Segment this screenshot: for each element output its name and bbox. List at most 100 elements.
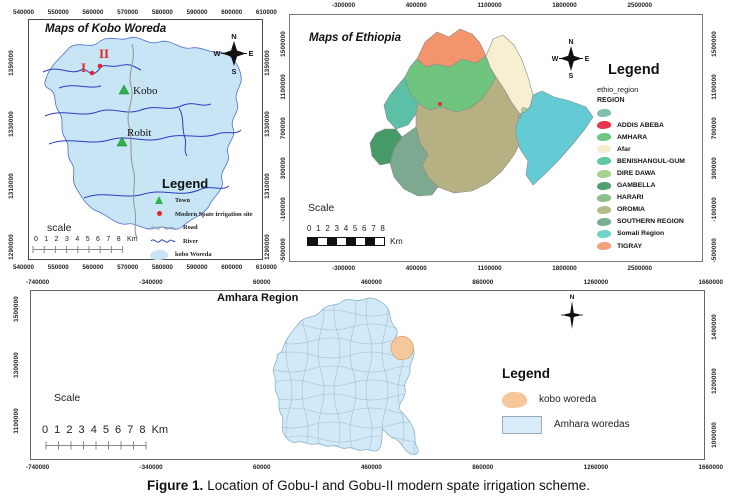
ethiopia-map-frame — [289, 14, 703, 262]
site-label-II: II — [99, 46, 109, 61]
irrigation-site-dot-2 — [97, 63, 103, 69]
ethiopia-x-axis-top: -300000 400000 1100000 1800000 2500000 — [332, 2, 652, 9]
legend-label: DIRE DAWA — [617, 170, 656, 178]
svg-text:W: W — [552, 56, 559, 63]
amhara-legend-title: Legend — [502, 366, 551, 381]
axis-tick-label: 860000 — [472, 279, 494, 286]
svg-text:W: W — [213, 49, 221, 58]
kobo-town-label: Kobo — [133, 85, 158, 97]
legend-item: BENISHANGUL-GUM — [597, 155, 709, 167]
kobo-legend-title: Legend — [162, 176, 209, 191]
axis-tick-label: 1290000 — [7, 234, 15, 260]
axis-tick-label: 560000 — [82, 264, 104, 271]
axis-tick-label: 570000 — [117, 9, 139, 16]
amhara-y-axis-left: 1500000 1300000 1100000 — [10, 296, 22, 434]
kobo-woreda-legend-swatch — [502, 391, 527, 408]
amhara-compass-rose: N — [561, 294, 583, 329]
axis-tick-label: 540000 — [13, 9, 35, 16]
kobo-scale-bar — [32, 246, 124, 253]
svg-text:N: N — [570, 294, 575, 301]
legend-swatch — [597, 157, 611, 166]
legend-label: HARARI — [617, 194, 644, 202]
axis-tick-label: 400000 — [405, 2, 427, 9]
axis-tick-label: 1500000 — [12, 296, 20, 322]
region-gambella — [369, 128, 403, 166]
axis-tick-label: 2500000 — [627, 265, 652, 272]
legend-label: River — [183, 237, 199, 245]
axis-tick-label: -100000 — [279, 196, 287, 222]
town-legend-icon — [155, 195, 163, 204]
legend-label: ADDIS ABEBA — [617, 121, 664, 129]
kobo-legend: Legend Town Modern Spate irrigation site… — [150, 176, 262, 262]
amhara-map-frame — [30, 290, 705, 460]
kobo-scale-numbers: 0 1 2 3 4 5 6 7 8 Km — [34, 236, 138, 243]
kobo-x-axis-top: 540000 550000 560000 570000 580000 590000 6000… — [13, 9, 277, 16]
axis-tick-label: -340000 — [139, 279, 163, 286]
axis-tick-label: 1310000 — [7, 172, 15, 199]
amhara-x-axis-top: -740000 -340000 60000 460000 860000 1260000 16… — [26, 279, 723, 286]
ethiopia-compass-rose: N W E S — [552, 39, 590, 80]
axis-tick-label: 60000 — [252, 464, 271, 471]
legend-swatch — [597, 193, 611, 202]
kobo-map-frame: I II Kobo Robit — [28, 19, 263, 260]
ethiopia-legend-layer: ethio_region — [597, 85, 639, 94]
site-label-I: I — [81, 60, 86, 75]
legend-swatch — [597, 217, 611, 226]
kobo-woreda-polygon — [44, 36, 242, 230]
svg-text:E: E — [585, 56, 590, 63]
axis-tick-label: 60000 — [252, 279, 271, 286]
ethiopia-y-axis-right: 1500000 1100000 700000 300000 -100000 -500000 — [708, 31, 720, 263]
axis-tick-label: 1260000 — [583, 464, 609, 471]
ethiopia-scale-numbers: 0 1 2 3 4 5 6 7 8 — [307, 224, 385, 233]
ethiopia-legend-field: REGION — [597, 97, 625, 104]
region-tigray — [416, 28, 487, 68]
axis-tick-label: 860000 — [472, 464, 494, 471]
river-lines — [42, 64, 242, 199]
legend-item: HARARI — [597, 192, 709, 204]
legend-item: OROMIA — [597, 204, 709, 216]
legend-label: Somali Region — [617, 230, 665, 238]
kobo-scale-label: scale — [47, 222, 72, 234]
svg-text:E: E — [248, 49, 253, 58]
amhara-map-drawing — [272, 297, 419, 455]
legend-swatch — [597, 205, 611, 214]
legend-item: TIGRAY — [597, 240, 709, 252]
irrigation-site-dot-1 — [89, 70, 95, 76]
amhara-scale-bar — [45, 441, 147, 450]
axis-tick-label: 460000 — [360, 279, 382, 286]
axis-tick-label: 1100000 — [710, 74, 718, 100]
legend-label: kobo woreda — [539, 394, 597, 405]
amhara-legend: Legend kobo woreda Amhara woredas — [502, 366, 672, 437]
robit-town-label: Robit — [127, 127, 151, 139]
legend-label: Modern Spate irrigation site — [175, 210, 253, 218]
legend-item — [597, 107, 709, 119]
legend-swatch — [597, 242, 611, 251]
road-legend-icon — [150, 226, 176, 230]
amhara-x-axis-bottom: -740000 -340000 60000 460000 860000 1260000 16… — [26, 464, 723, 471]
legend-item: Somali Region — [597, 228, 709, 240]
axis-tick-label: 600000 — [221, 264, 243, 271]
axis-tick-label: 1500000 — [710, 31, 718, 57]
legend-label: SOUTHERN REGION — [617, 218, 684, 226]
figure-caption-text: Location of Gobu-I and Gobu-II modern sp… — [207, 478, 590, 493]
legend-label: TIGRAY — [617, 242, 643, 250]
axis-tick-label: 1300000 — [12, 352, 20, 379]
region-afar — [485, 34, 534, 115]
amhara-region-polygon — [272, 297, 419, 455]
kobo-town-marker — [118, 84, 130, 95]
axis-tick-label: 590000 — [186, 9, 208, 16]
ethiopia-scale-unit: Km — [390, 236, 403, 246]
amhara-scale-numbers: 0 1 2 3 4 5 6 7 8 Km — [42, 424, 169, 436]
legend-label: Road — [183, 224, 198, 232]
legend-swatch — [597, 145, 611, 154]
axis-tick-label: 570000 — [117, 264, 139, 271]
addis-abeba-dot — [438, 102, 442, 106]
axis-tick-label: 1310000 — [263, 172, 271, 199]
axis-tick-label: 580000 — [151, 9, 173, 16]
ethiopia-legend: Legend ethio_region REGION ADDIS ABEBA AM… — [597, 62, 709, 252]
amhara-y-axis-right: 1400000 1200000 1000000 — [708, 314, 720, 448]
axis-tick-label: -100000 — [710, 196, 718, 222]
axis-tick-label: 300000 — [279, 156, 287, 180]
figure-caption: Figure 1. Location of Gobu-I and Gobu-II … — [0, 478, 737, 493]
